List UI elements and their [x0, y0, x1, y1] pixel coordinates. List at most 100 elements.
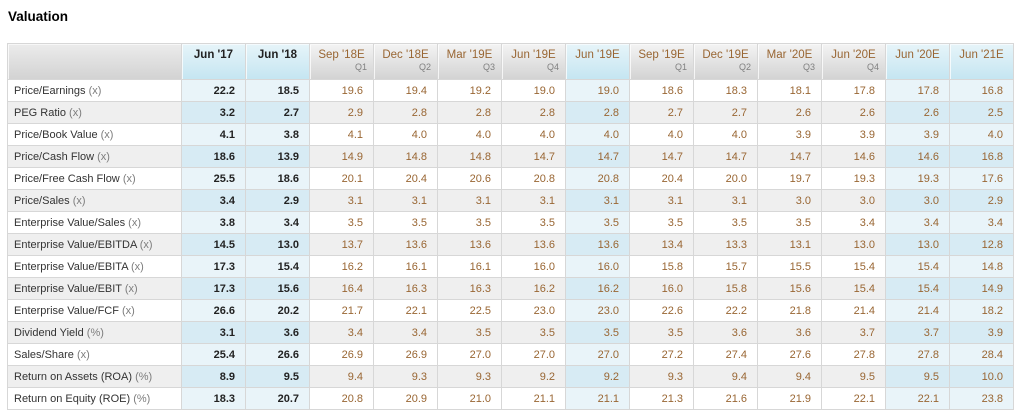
row-label-text: Price/Free Cash Flow — [14, 172, 120, 185]
value-cell: 9.5 — [885, 365, 950, 388]
value-cell: 15.4 — [885, 255, 950, 278]
column-header-label: Jun '20E — [895, 49, 940, 61]
value-cell: 19.3 — [885, 167, 950, 190]
value-cell: 3.5 — [565, 211, 630, 234]
value-cell: 16.3 — [437, 277, 502, 300]
value-cell: 15.8 — [629, 255, 694, 278]
value-cell: 20.2 — [245, 299, 310, 322]
value-cell: 3.4 — [821, 211, 886, 234]
value-cell: 3.4 — [373, 321, 438, 344]
value-cell: 3.6 — [693, 321, 758, 344]
row-label-text: Sales/Share — [14, 348, 74, 361]
column-header-label: Jun '18 — [257, 49, 298, 61]
value-cell: 14.7 — [501, 145, 566, 168]
value-cell: 20.8 — [501, 167, 566, 190]
value-cell: 15.8 — [693, 277, 758, 300]
column-header: Dec '19E Q2 — [693, 43, 758, 80]
value-cell: 15.4 — [821, 277, 886, 300]
value-cell: 2.5 — [949, 101, 1014, 124]
column-header-label: Sep '19E — [638, 49, 685, 61]
page-title: Valuation — [8, 9, 69, 24]
value-cell: 19.2 — [437, 79, 502, 102]
value-cell: 3.1 — [373, 189, 438, 212]
table-row: PEG Ratio (x) 3.2 2.7 2.9 2.8 2.8 2.8 2.8 2.7 2.7… — [7, 101, 1014, 124]
column-header-label: Sep '18E — [318, 49, 365, 61]
value-cell: 25.4 — [181, 343, 246, 366]
value-cell: 21.3 — [629, 387, 694, 410]
row-label: Sales/Share (x) — [7, 343, 182, 366]
column-header: Jun '18 — [245, 43, 310, 80]
row-label-text: Return on Equity (ROE) — [14, 392, 131, 405]
value-cell: 17.8 — [885, 79, 950, 102]
value-cell: 22.5 — [437, 299, 502, 322]
value-cell: 3.1 — [181, 321, 246, 344]
value-cell: 15.6 — [757, 277, 822, 300]
table-row: Enterprise Value/EBITDA (x) 14.5 13.0 13.7 1… — [7, 233, 1014, 256]
value-cell: 21.6 — [693, 387, 758, 410]
row-label-text: Dividend Yield — [14, 326, 84, 339]
value-cell: 3.5 — [757, 211, 822, 234]
table-row: Enterprise Value/EBITA (x) 17.3 15.4 16.2 16… — [7, 255, 1014, 278]
row-label-text: Price/Earnings — [14, 84, 86, 97]
value-cell: 2.7 — [245, 101, 310, 124]
value-cell: 19.7 — [757, 167, 822, 190]
value-cell: 3.4 — [885, 211, 950, 234]
column-sub-label: Q1 — [354, 62, 367, 72]
value-cell: 16.2 — [309, 255, 374, 278]
table-row: Enterprise Value/EBIT (x) 17.3 15.6 16.4 16.… — [7, 277, 1014, 300]
column-header: Jun '19E — [565, 43, 630, 80]
value-cell: 13.9 — [245, 145, 310, 168]
column-header: Jun '17 — [181, 43, 246, 80]
value-cell: 9.2 — [565, 365, 630, 388]
value-cell: 13.1 — [757, 233, 822, 256]
value-cell: 14.9 — [309, 145, 374, 168]
table-row: Price/Free Cash Flow (x) 25.5 18.6 20.1 20.4… — [7, 167, 1014, 190]
value-cell: 9.4 — [693, 365, 758, 388]
value-cell: 13.6 — [565, 233, 630, 256]
value-cell: 23.0 — [501, 299, 566, 322]
value-cell: 20.4 — [373, 167, 438, 190]
row-label: Enterprise Value/Sales (x) — [7, 211, 182, 234]
value-cell: 19.0 — [565, 79, 630, 102]
row-label-unit: (%) — [135, 370, 153, 383]
value-cell: 2.8 — [373, 101, 438, 124]
value-cell: 26.6 — [181, 299, 246, 322]
table-row: Price/Cash Flow (x) 18.6 13.9 14.9 14.8 14.8 1… — [7, 145, 1014, 168]
value-cell: 22.6 — [629, 299, 694, 322]
value-cell: 9.5 — [821, 365, 886, 388]
column-header-label: Jun '19E — [511, 49, 556, 61]
value-cell: 13.6 — [373, 233, 438, 256]
value-cell: 16.1 — [437, 255, 502, 278]
column-header-label: Mar '20E — [766, 49, 813, 61]
column-header-label: Jun '17 — [193, 49, 234, 61]
table-row: Return on Equity (ROE) (%) 18.3 20.7 20.8 20… — [7, 387, 1014, 410]
value-cell: 26.9 — [373, 343, 438, 366]
value-cell: 3.5 — [437, 321, 502, 344]
value-cell: 22.1 — [821, 387, 886, 410]
value-cell: 9.3 — [437, 365, 502, 388]
value-cell: 16.8 — [949, 79, 1014, 102]
value-cell: 16.8 — [949, 145, 1014, 168]
value-cell: 3.9 — [885, 123, 950, 146]
value-cell: 18.1 — [757, 79, 822, 102]
value-cell: 15.4 — [885, 277, 950, 300]
value-cell: 3.0 — [821, 189, 886, 212]
value-cell: 13.7 — [309, 233, 374, 256]
row-label: PEG Ratio (x) — [7, 101, 182, 124]
value-cell: 9.4 — [309, 365, 374, 388]
column-sub-label: Q3 — [482, 62, 495, 72]
value-cell: 3.5 — [629, 211, 694, 234]
value-cell: 3.9 — [757, 123, 822, 146]
row-label-text: Price/Sales — [14, 194, 70, 207]
value-cell: 13.0 — [245, 233, 310, 256]
row-label-unit: (x) — [124, 282, 138, 295]
table-body: Price/Earnings (x) 22.2 18.5 19.6 19.4 19.2 19… — [7, 79, 1014, 410]
value-cell: 15.5 — [757, 255, 822, 278]
row-label: Enterprise Value/EBITA (x) — [7, 255, 182, 278]
value-cell: 18.6 — [181, 145, 246, 168]
value-cell: 3.5 — [501, 321, 566, 344]
column-header: Jun '19E Q4 — [501, 43, 566, 80]
value-cell: 3.9 — [821, 123, 886, 146]
row-label-text: Enterprise Value/EBITDA — [14, 238, 137, 251]
table-row: Price/Sales (x) 3.4 2.9 3.1 3.1 3.1 3.1 3.1 3.1 3… — [7, 189, 1014, 212]
